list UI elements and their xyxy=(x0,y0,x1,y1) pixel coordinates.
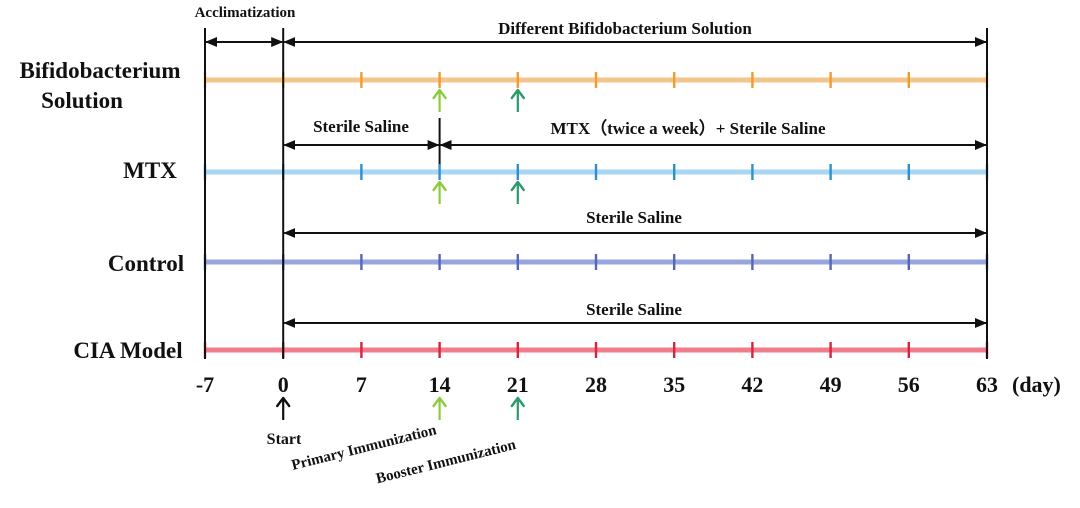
group-label-control: Control xyxy=(108,251,184,276)
timeline-drawing: -7 0 7 14 21 28 35 42 49 56 63 xyxy=(196,28,998,420)
booster-immunization-arrow-head xyxy=(510,396,525,408)
primary-immunization-arrow-head xyxy=(432,88,447,100)
day-label: 14 xyxy=(429,372,451,397)
day-label: 21 xyxy=(507,372,529,397)
period-label-mtx-saline: Sterile Saline xyxy=(313,117,409,136)
group-label-bifido-line1: Bifidobacterium xyxy=(20,58,181,83)
day-label: 0 xyxy=(278,372,289,397)
day-label: 49 xyxy=(820,372,842,397)
booster-immunization-arrow-head xyxy=(510,88,525,100)
period-label-bifido: Different Bifidobacterium Solution xyxy=(498,19,752,38)
group-label-cia: CIA Model xyxy=(73,338,182,363)
day-label: 63 xyxy=(976,372,998,397)
day-label: 7 xyxy=(356,372,367,397)
day-label: 35 xyxy=(663,372,685,397)
day-unit-label: (day) xyxy=(1012,372,1061,397)
primary-immunization-arrow-head xyxy=(432,396,447,408)
day-label: 56 xyxy=(898,372,920,397)
event-label-start: Start xyxy=(267,431,302,448)
primary-immunization-arrow-head xyxy=(432,180,447,192)
booster-immunization-arrow-head xyxy=(510,180,525,192)
day-label: -7 xyxy=(196,372,214,397)
period-label-cia: Sterile Saline xyxy=(586,300,682,319)
period-label-acclimatization: Acclimatization xyxy=(195,5,296,21)
group-label-mtx: MTX xyxy=(123,158,177,183)
start-arrow-head xyxy=(276,396,291,408)
group-label-bifido-line2: Solution xyxy=(41,88,123,113)
day-label: 28 xyxy=(585,372,607,397)
period-label-mtx-treatment: MTX（twice a week）+ Sterile Saline xyxy=(550,118,825,138)
period-label-control: Sterile Saline xyxy=(586,208,682,227)
day-label: 42 xyxy=(741,372,763,397)
